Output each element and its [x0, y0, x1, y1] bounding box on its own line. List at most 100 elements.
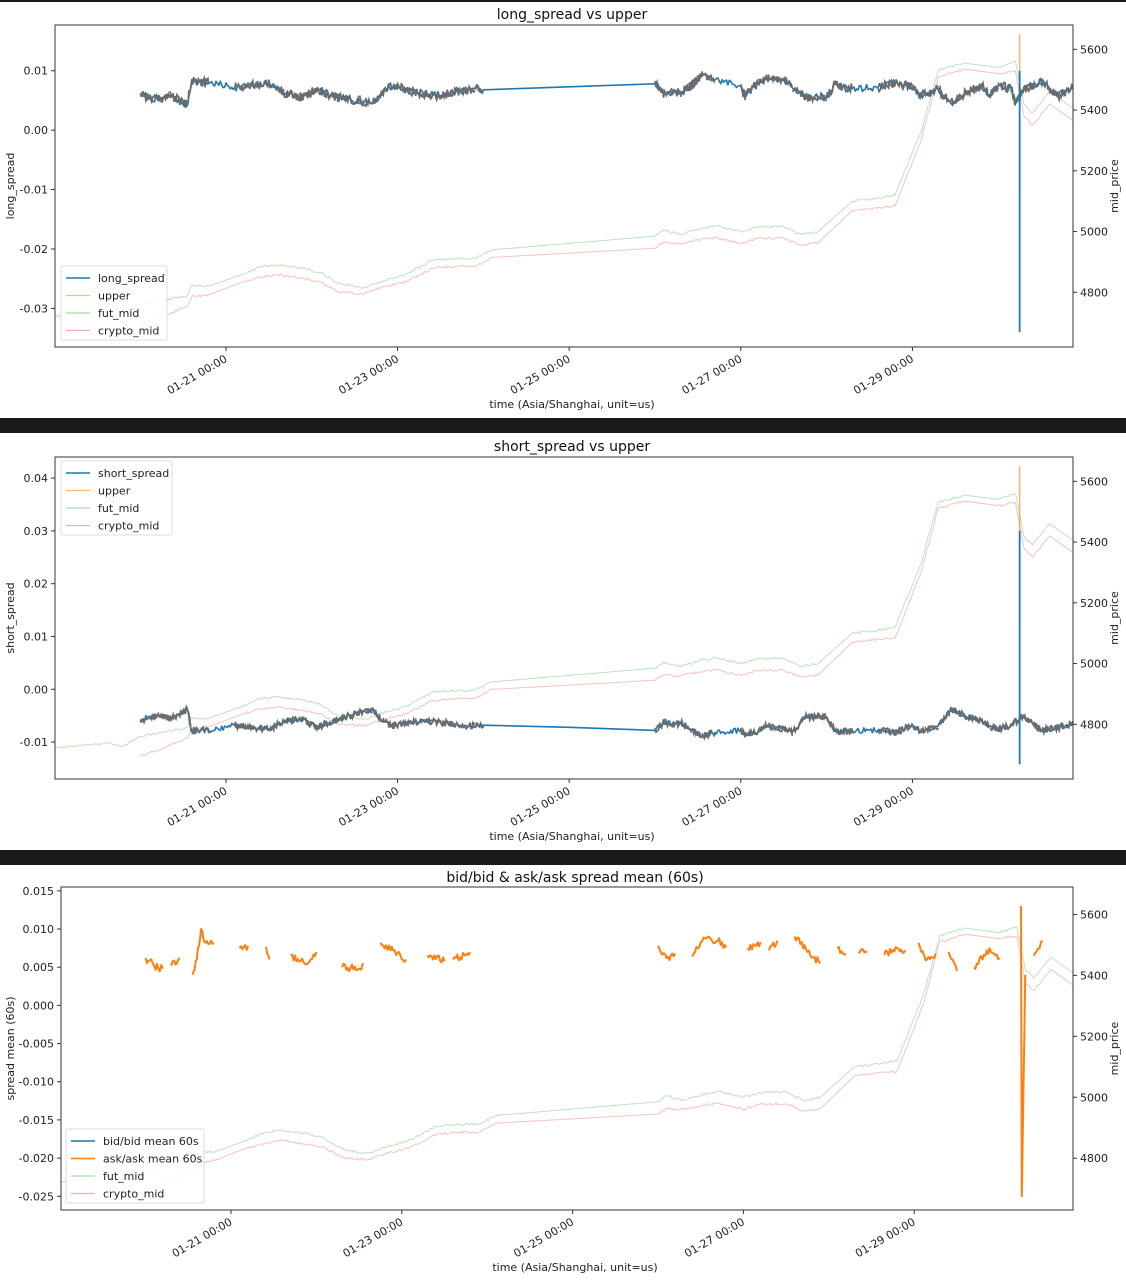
series-long-spread-noise [877, 78, 897, 94]
series-segment [691, 935, 728, 957]
separator-bar [0, 850, 1126, 865]
series-long-spread-noise [1110, 87, 1114, 101]
y-right-tick-label: 5400 [1080, 104, 1108, 117]
series-long-spread-noise [405, 86, 425, 100]
x-tick-label: 01-23 00:00 [336, 352, 401, 397]
series-long-spread-noise [963, 84, 982, 98]
x-tick-label: 01-27 00:00 [680, 784, 745, 829]
y-tick-label: -0.03 [20, 302, 48, 315]
series-long-spread-noise [782, 76, 793, 89]
series-short-spread-noise [950, 706, 965, 718]
legend-label: upper [98, 485, 131, 498]
series-short-spread-noise [757, 719, 768, 733]
series-short-spread-noise [804, 710, 827, 724]
y-tick-label: -0.01 [20, 184, 48, 197]
series-long-spread-noise [757, 74, 768, 86]
series-long-spread-noise [169, 91, 189, 108]
y-tick-label: 0.005 [23, 961, 55, 974]
series-segment [1077, 944, 1094, 967]
series-short-spread-noise [911, 726, 922, 735]
series-long-spread-noise [422, 89, 442, 103]
y-right-tick-label: 5600 [1080, 475, 1108, 488]
series-short-spread-noise [744, 727, 759, 737]
series-crypto-mid-line [140, 68, 1073, 325]
series-crypto-mid-line [145, 933, 1073, 1192]
series-long-spread-noise [336, 91, 360, 106]
series-segment [883, 946, 907, 957]
y-tick-label: -0.010 [19, 1076, 54, 1089]
series-short-spread-noise [139, 717, 149, 725]
y-right-tick-label: 5200 [1080, 165, 1108, 178]
series-segment [426, 954, 446, 964]
y-right-axis-label: mid_price [1108, 159, 1121, 213]
series-segment [657, 945, 677, 961]
series-long-spread-noise [1101, 81, 1110, 91]
y-right-tick-label: 4800 [1080, 286, 1108, 299]
series-long-spread-noise [739, 84, 746, 101]
series-long-spread-noise [1010, 86, 1017, 106]
series-long-spread-noise [474, 83, 485, 95]
x-tick-label: 01-27 00:00 [682, 1215, 747, 1260]
series-short-spread-noise [963, 713, 982, 724]
chart-short-spread: short_spread vs upper 0.04 0.03 0.02 0.01 0.0… [4, 439, 1121, 843]
series-long-spread-noise [456, 84, 476, 98]
series-short-spread-noise [980, 718, 990, 728]
y-right-tick-label: 4800 [1080, 718, 1108, 731]
series-long-spread-noise [988, 83, 1000, 99]
series-long-spread-noise [315, 86, 339, 102]
y-tick-label: -0.015 [19, 1114, 54, 1127]
plot-frame [54, 456, 1074, 780]
series-fut-mid-line [61, 926, 1073, 1184]
series-short-spread-noise [302, 716, 317, 731]
series-fut-mid [55, 60, 1073, 317]
series-segment [1102, 948, 1115, 959]
series-long-spread-noise [1040, 77, 1060, 99]
y-right-tick-label: 4800 [1080, 1152, 1108, 1165]
series-fut-mid-line [55, 60, 1073, 317]
legend-label: crypto_mid [98, 520, 159, 533]
series-long-spread-noise [233, 81, 253, 93]
x-tick-label: 01-29 00:00 [851, 352, 916, 397]
series-short-spread-noise [662, 718, 673, 730]
series-short-spread-noise [701, 729, 716, 741]
series-long-spread-noise [894, 78, 914, 93]
plot-area [61, 906, 1115, 1198]
series-short-spread-noise [388, 718, 408, 730]
series-long-spread-noise [997, 81, 1012, 94]
series-fut-mid [55, 493, 1073, 749]
series-long-spread-noise [147, 93, 159, 105]
series-segment [290, 951, 318, 966]
series-short-spread-noise [989, 723, 999, 732]
series-long-spread-noise [302, 87, 317, 99]
y-tick-label: 0.01 [24, 630, 49, 643]
series-short-spread-noise [156, 711, 172, 722]
series-long-spread-noise [701, 72, 716, 85]
series-segment [379, 942, 407, 963]
series-long-spread-noise [765, 74, 784, 86]
series-long-spread-noise [937, 84, 952, 105]
y-right-tick-label: 5000 [1080, 1091, 1108, 1104]
series-segment [746, 941, 762, 951]
x-tick-label: 01-27 00:00 [680, 352, 745, 397]
y-tick-label: 0.015 [23, 885, 55, 898]
series-long-spread-noise [439, 86, 459, 101]
x-tick-label: 01-23 00:00 [336, 784, 401, 829]
series-long-spread-noise [371, 83, 390, 105]
series-long-spread-noise [388, 81, 408, 94]
series-long-spread-noise [250, 77, 270, 90]
x-tick-label: 01-21 00:00 [170, 1215, 235, 1260]
y-tick-label: 0.00 [24, 683, 49, 696]
series-short-spread-noise [268, 717, 287, 734]
legend-label: crypto_mid [98, 325, 159, 338]
series-long-spread-noise [920, 83, 939, 98]
series-long-spread-noise [792, 86, 806, 101]
series-long-spread-noise [268, 79, 287, 99]
legend-label: long_spread [98, 272, 165, 285]
series-long-spread-noise [671, 88, 682, 97]
series-long-spread-noise [744, 78, 759, 98]
y-right-tick-label: 5000 [1080, 658, 1108, 671]
series-ask-ask-mean-60s [144, 906, 1115, 1198]
series-long-spread-noise [139, 90, 150, 105]
y-right-tick-label: 5200 [1080, 1030, 1108, 1043]
